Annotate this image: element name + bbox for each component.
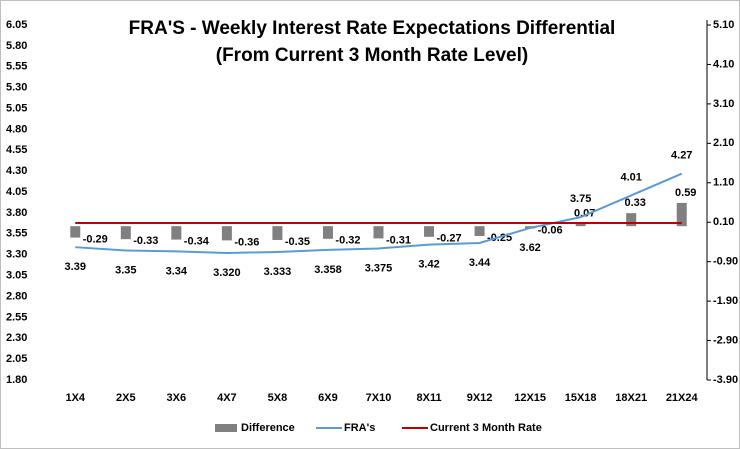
y-tick-label: 5.80 <box>6 40 27 52</box>
data-label: -0.33 <box>133 235 158 247</box>
x-tick-label: 6X9 <box>318 392 338 404</box>
bar <box>171 226 182 240</box>
data-label: -0.29 <box>83 234 108 246</box>
bar <box>626 213 637 227</box>
x-tick-label: 21X24 <box>666 392 699 404</box>
bar <box>70 226 81 238</box>
y-tick-label: 2.05 <box>6 353 27 365</box>
data-label: -0.27 <box>436 233 461 245</box>
y2-tick-label: 3.10 <box>713 98 734 110</box>
bar <box>272 226 283 240</box>
data-label: 3.358 <box>314 264 342 276</box>
x-tick-label: 7X10 <box>366 392 392 404</box>
data-label: -0.31 <box>386 234 411 246</box>
legend-swatch <box>215 424 237 432</box>
y-tick-label: 4.80 <box>6 123 27 135</box>
data-label: -0.06 <box>538 224 563 236</box>
data-label: 3.62 <box>519 242 540 254</box>
bar <box>373 226 384 239</box>
data-label: 4.27 <box>671 150 692 162</box>
data-label: 4.01 <box>620 171 641 183</box>
y-tick-label: 6.05 <box>6 19 27 31</box>
y-tick-label: 2.55 <box>6 311 27 323</box>
legend-label: FRA's <box>344 422 375 434</box>
y-tick-label: 2.30 <box>6 332 27 344</box>
data-label: -0.32 <box>335 235 360 247</box>
data-label: 0.33 <box>624 197 645 209</box>
bar <box>424 226 435 237</box>
data-label: 3.44 <box>469 257 491 269</box>
chart-title: FRA'S - Weekly Interest Rate Expectation… <box>129 18 616 39</box>
y2-tick-label: -2.90 <box>713 334 738 346</box>
y-tick-label: 4.05 <box>6 186 27 198</box>
data-label: 3.35 <box>115 264 136 276</box>
chart-subtitle: (From Current 3 Month Rate Level) <box>216 45 528 66</box>
y-tick-label: 3.05 <box>6 269 27 281</box>
x-tick-label: 2X5 <box>116 392 136 404</box>
y-tick-label: 5.55 <box>6 61 27 73</box>
bar <box>221 226 232 241</box>
y-tick-label: 5.05 <box>6 102 27 114</box>
y2-tick-label: -0.90 <box>713 256 738 268</box>
data-label: 3.320 <box>213 267 241 279</box>
bar <box>322 226 333 239</box>
legend-label: Difference <box>241 422 295 434</box>
x-tick-label: 9X12 <box>467 392 493 404</box>
data-label: 3.34 <box>166 265 188 277</box>
y-tick-label: 3.55 <box>6 228 27 240</box>
x-tick-label: 1X4 <box>65 392 85 404</box>
y2-tick-label: 5.10 <box>713 19 734 31</box>
y2-tick-label: -3.90 <box>713 374 738 386</box>
x-tick-label: 8X11 <box>416 392 441 404</box>
y-tick-label: 3.80 <box>6 207 27 219</box>
data-label: -0.36 <box>234 236 259 248</box>
y-tick-label: 4.55 <box>6 144 27 156</box>
data-label: 3.333 <box>264 266 292 278</box>
y-tick-label: 3.30 <box>6 249 27 261</box>
x-tick-label: 15X18 <box>565 392 597 404</box>
y2-tick-label: 1.10 <box>713 177 734 189</box>
y2-tick-label: 2.10 <box>713 137 734 149</box>
data-label: 0.59 <box>675 187 696 199</box>
data-label: 3.75 <box>570 193 591 205</box>
line <box>75 172 683 255</box>
data-label: 0.07 <box>574 207 595 219</box>
x-tick-label: 18X21 <box>615 392 647 404</box>
y-tick-label: 2.80 <box>6 290 27 302</box>
y-tick-label: 1.80 <box>6 374 27 386</box>
y-tick-label: 5.30 <box>6 82 27 94</box>
data-label: -0.35 <box>285 236 310 248</box>
y2-tick-label: -1.90 <box>713 295 738 307</box>
x-tick-label: 4X7 <box>217 392 237 404</box>
x-tick-label: 5X8 <box>268 392 288 404</box>
data-label: 3.375 <box>365 262 393 274</box>
y2-tick-label: 4.10 <box>713 58 734 70</box>
x-tick-label: 3X6 <box>167 392 187 404</box>
bar <box>474 226 485 237</box>
x-tick-label: 12X15 <box>514 392 546 404</box>
y2-tick-label: 0.10 <box>713 216 734 228</box>
bar <box>676 202 687 227</box>
data-label: 3.42 <box>418 259 439 271</box>
legend-label: Current 3 Month Rate <box>430 422 542 434</box>
y-tick-label: 4.30 <box>6 165 27 177</box>
data-label: 3.39 <box>65 261 86 273</box>
bar <box>120 226 131 240</box>
bar <box>575 223 586 227</box>
data-label: -0.34 <box>184 235 210 247</box>
